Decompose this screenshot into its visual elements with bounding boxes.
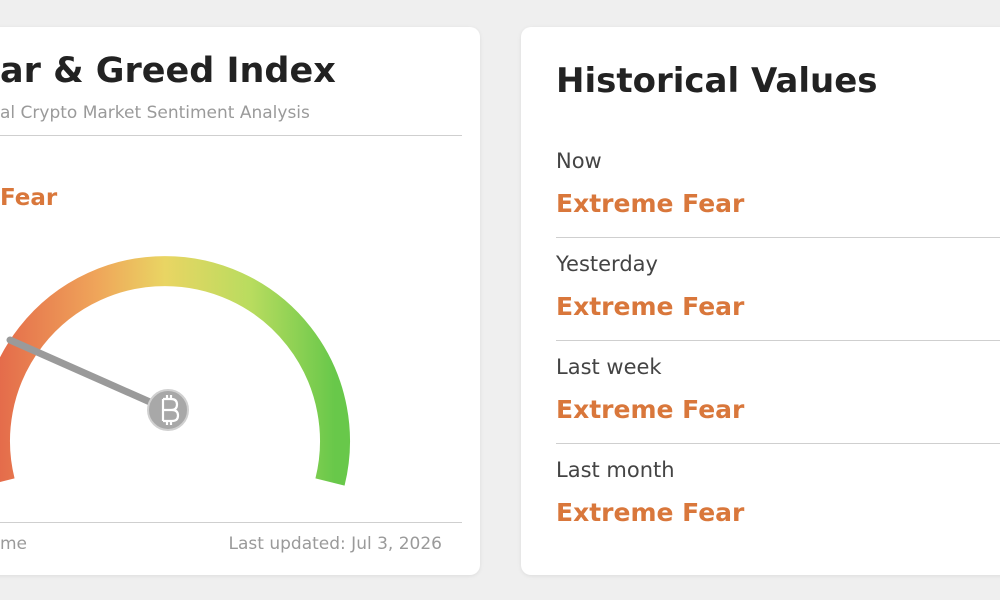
- bitcoin-glyph: [161, 395, 180, 425]
- footer-left: me: [0, 534, 28, 554]
- period-label: Last month: [556, 458, 675, 482]
- row-divider: [556, 340, 1000, 341]
- period-label: Last week: [556, 355, 662, 379]
- gauge-arc: [0, 256, 350, 486]
- period-label: Yesterday: [556, 252, 658, 276]
- sentiment-value: Extreme Fear: [556, 498, 745, 527]
- sentiment-value: Extreme Fear: [556, 189, 745, 218]
- sentiment-value: Extreme Fear: [556, 395, 745, 424]
- status: Fear: [0, 185, 58, 211]
- gauge: [0, 256, 350, 486]
- divider: [0, 135, 462, 136]
- historical-title: Historical Values: [556, 61, 878, 101]
- period-label: Now: [556, 149, 602, 173]
- divider: [0, 522, 462, 523]
- card-subtitle: al Crypto Market Sentiment Analysis: [0, 103, 310, 123]
- sentiment-value: Extreme Fear: [556, 292, 745, 321]
- row-divider: [556, 237, 1000, 238]
- last-updated: Last updated: Jul 3, 2026: [228, 534, 442, 554]
- card-title: ar & Greed Index: [0, 51, 336, 91]
- index-card: ar & Greed Index al Crypto Market Sentim…: [0, 27, 480, 575]
- needle: [6, 336, 172, 414]
- historical-card: Historical Values Now Extreme Fear Yesterd…: [521, 27, 1000, 575]
- row-divider: [556, 443, 1000, 444]
